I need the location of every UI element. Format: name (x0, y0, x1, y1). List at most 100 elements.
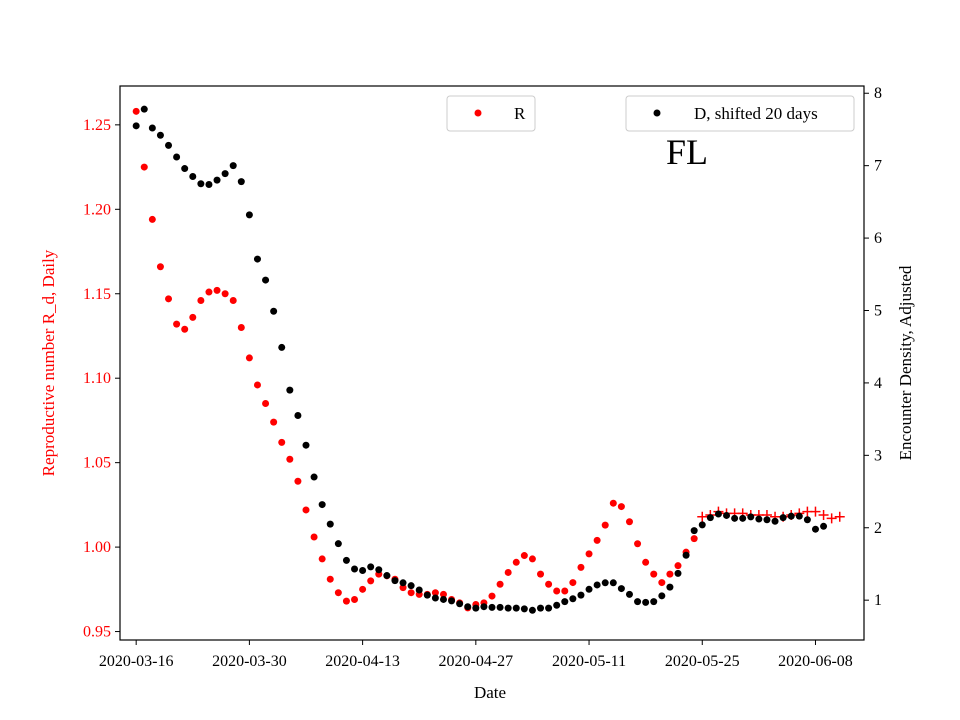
data-point-r (318, 555, 326, 563)
data-point-r (148, 215, 156, 223)
data-point-d-shifted-20-days (253, 255, 261, 263)
data-point-d-shifted-20-days (698, 521, 706, 529)
data-point-d-shifted-20-days (286, 386, 294, 394)
data-point-d-shifted-20-days (811, 525, 819, 533)
y-right-tick-label: 3 (874, 447, 882, 464)
data-point-d-shifted-20-days (310, 473, 318, 481)
data-point-r (512, 558, 520, 566)
data-point-d-shifted-20-days (431, 594, 439, 602)
data-point-d-shifted-20-days (634, 598, 642, 606)
data-point-d-shifted-20-days (245, 211, 253, 219)
data-point-d-shifted-20-days (537, 604, 545, 612)
data-point-r (278, 438, 286, 446)
data-point-r (140, 163, 148, 171)
data-point-d-shifted-20-days (561, 598, 569, 606)
data-point-d-shifted-20-days (415, 586, 423, 594)
plot-frame (119, 85, 865, 641)
y-right-tick-label: 5 (874, 302, 882, 319)
data-point-d-shifted-20-days (520, 605, 528, 613)
data-point-d-shifted-20-days (318, 501, 326, 509)
data-point-d-shifted-20-days (763, 516, 771, 524)
legend-d-box (625, 95, 855, 132)
data-point-r-recent-cross-markers (818, 510, 829, 521)
data-point-r (561, 587, 569, 595)
data-point-d-shifted-20-days (755, 515, 763, 523)
legend-d-marker (653, 109, 661, 117)
data-point-d-shifted-20-days (221, 170, 229, 178)
y-right-tick-label: 4 (874, 375, 882, 392)
data-point-d-shifted-20-days (593, 581, 601, 589)
data-point-d-shifted-20-days (407, 582, 415, 590)
data-point-d-shifted-20-days (504, 604, 512, 612)
x-tick-label: 2020-03-30 (212, 653, 287, 670)
data-point-d-shifted-20-days (448, 597, 456, 605)
data-point-d-shifted-20-days (617, 585, 625, 593)
data-point-r (237, 324, 245, 332)
data-point-d-shifted-20-days (747, 513, 755, 521)
data-point-d-shifted-20-days (674, 569, 682, 577)
data-point-d-shifted-20-days (779, 514, 787, 522)
data-point-d-shifted-20-days (512, 604, 520, 612)
data-point-d-shifted-20-days (472, 604, 480, 612)
x-tick-label: 2020-04-27 (438, 653, 513, 670)
data-point-d-shifted-20-days (237, 178, 245, 186)
data-point-d-shifted-20-days (488, 603, 496, 611)
data-point-r (601, 521, 609, 529)
data-point-r (488, 592, 496, 600)
y-axis-left-title: Reproductive number R_d, Daily (39, 249, 58, 476)
data-point-d-shifted-20-days (326, 520, 334, 528)
data-point-d-shifted-20-days (731, 514, 739, 522)
y-axis-right-title: Encounter Density, Adjusted (896, 265, 915, 460)
data-point-r (407, 589, 415, 597)
data-point-r (553, 587, 561, 595)
y-left-tick-label: 0.95 (83, 624, 111, 641)
data-point-r (367, 577, 375, 585)
data-point-d-shifted-20-days (545, 604, 553, 612)
data-point-d-shifted-20-days (585, 585, 593, 593)
data-point-d-shifted-20-days (771, 517, 779, 525)
data-point-r (496, 580, 504, 588)
data-marks (132, 105, 845, 614)
legend-d-label: D, shifted 20 days (694, 104, 818, 123)
data-point-d-shifted-20-days (569, 595, 577, 603)
data-point-r-recent-cross-markers (697, 511, 708, 522)
data-point-r (658, 579, 666, 587)
data-point-d-shifted-20-days (391, 577, 399, 585)
data-point-r (642, 558, 650, 566)
legend-d: D, shifted 20 days (625, 95, 855, 132)
data-point-r (181, 325, 189, 333)
legend-r-marker (474, 109, 482, 117)
data-point-r (625, 518, 633, 526)
data-point-r (294, 477, 302, 485)
data-point-d-shifted-20-days (496, 603, 504, 611)
data-point-d-shifted-20-days (464, 603, 472, 611)
data-point-d-shifted-20-days (140, 105, 148, 113)
data-point-r (197, 297, 205, 305)
y-right-tick-label: 1 (874, 592, 882, 609)
data-point-r (439, 590, 447, 598)
data-point-r (690, 535, 698, 543)
data-point-r (537, 570, 545, 578)
x-tick-label: 2020-05-11 (552, 653, 626, 670)
data-point-r (286, 455, 294, 463)
data-point-r (609, 499, 617, 507)
legend-r-label: R (514, 104, 526, 123)
data-point-r-recent-cross-markers (826, 513, 837, 524)
y-left-tick-label: 1.25 (83, 117, 111, 134)
data-point-r (253, 381, 261, 389)
x-tick-label: 2020-04-13 (325, 653, 400, 670)
y-right-tick-label: 7 (874, 158, 882, 175)
state-annotation: FL (666, 132, 708, 172)
data-point-d-shifted-20-days (803, 516, 811, 524)
data-point-d-shifted-20-days (795, 512, 803, 520)
data-point-d-shifted-20-days (423, 591, 431, 599)
data-point-d-shifted-20-days (181, 165, 189, 173)
y-left-tick-label: 1.20 (83, 201, 111, 218)
data-point-d-shifted-20-days (156, 131, 164, 139)
data-point-d-shifted-20-days (148, 124, 156, 132)
data-point-d-shifted-20-days (262, 276, 270, 284)
data-point-d-shifted-20-days (690, 527, 698, 535)
data-point-r (334, 589, 342, 597)
data-point-d-shifted-20-days (706, 514, 714, 522)
